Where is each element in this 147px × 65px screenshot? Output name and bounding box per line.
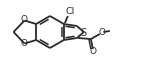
Text: S: S	[81, 27, 87, 38]
Text: O: O	[90, 47, 97, 56]
Text: O: O	[20, 40, 27, 48]
Text: O: O	[20, 15, 27, 25]
Text: O: O	[98, 28, 105, 37]
Text: Cl: Cl	[65, 7, 75, 17]
